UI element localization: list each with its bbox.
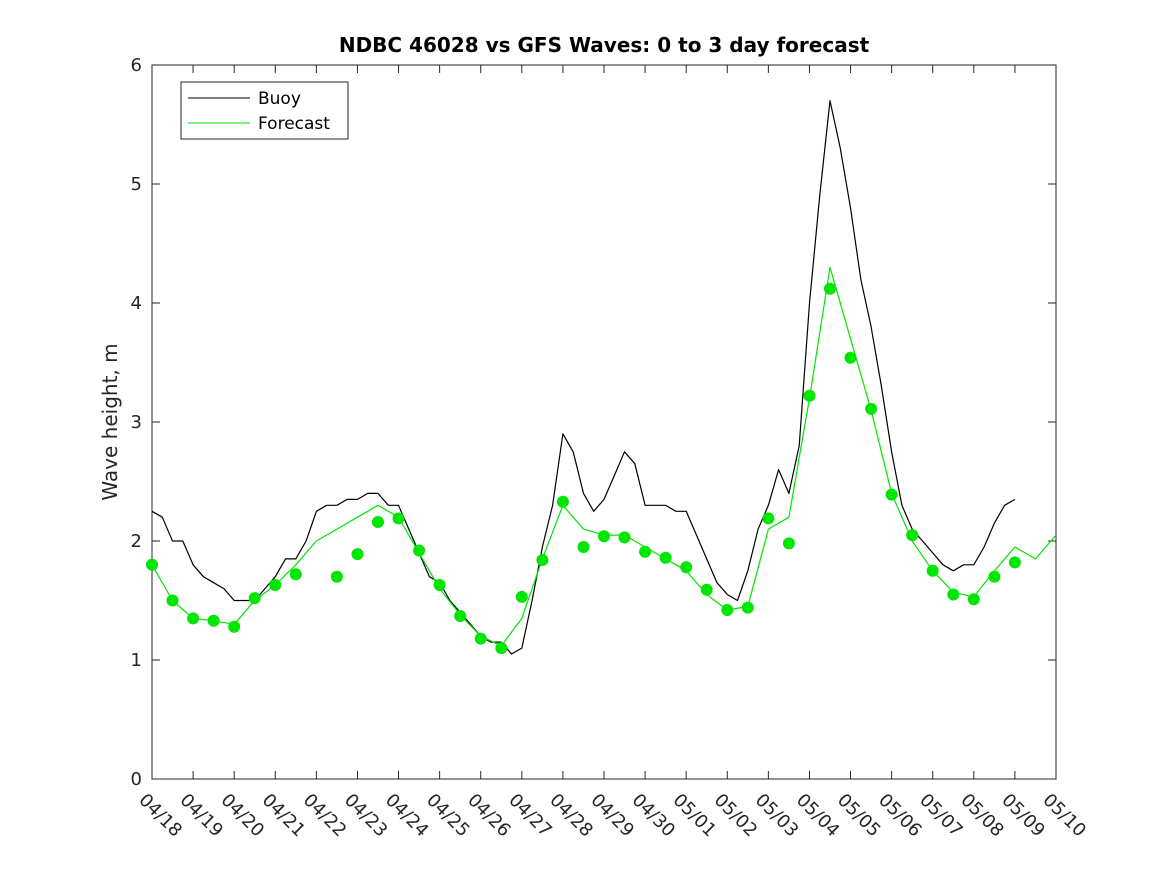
plot-area: 012345604/1804/1904/2004/2104/2204/2304/… xyxy=(131,55,1090,841)
forecast-analysis-point xyxy=(906,529,919,542)
forecast-analysis-point xyxy=(988,570,1001,583)
legend: Buoy Forecast xyxy=(180,81,349,140)
forecast-analysis-point xyxy=(433,579,446,591)
forecast-analysis-point xyxy=(248,592,261,605)
forecast-analysis-point xyxy=(454,610,467,622)
forecast-analysis-point xyxy=(782,537,795,550)
forecast-analysis-point xyxy=(721,604,734,616)
y-tick-label: 2 xyxy=(131,531,142,552)
legend-buoy-label: Buoy xyxy=(258,89,301,109)
forecast-analysis-point xyxy=(351,548,364,561)
forecast-analysis-point xyxy=(926,564,939,577)
forecast-analysis-point xyxy=(659,551,672,564)
forecast-analysis-point xyxy=(187,612,200,625)
forecast-analysis-point xyxy=(269,579,282,591)
forecast-analysis-point xyxy=(577,541,590,553)
forecast-analysis-point xyxy=(413,544,426,557)
forecast-analysis-point xyxy=(700,583,713,596)
y-tick-label: 4 xyxy=(131,293,142,314)
forecast-analysis-point xyxy=(741,601,754,614)
forecast-analysis-point xyxy=(392,512,405,525)
forecast-analysis-point xyxy=(803,389,816,402)
forecast-analysis-point xyxy=(844,351,857,364)
chart-title: NDBC 46028 vs GFS Waves: 0 to 3 day fore… xyxy=(339,33,870,57)
forecast-analysis-point xyxy=(536,554,549,566)
forecast-analysis-point xyxy=(330,570,343,583)
legend-box xyxy=(180,81,349,140)
forecast-analysis-point xyxy=(1008,556,1021,569)
forecast-analysis-point xyxy=(762,512,775,525)
forecast-analysis-point xyxy=(515,590,528,603)
y-axis-label: Wave height, m xyxy=(98,343,122,500)
forecast-analysis-point xyxy=(947,588,960,601)
forecast-analysis-point xyxy=(824,282,836,295)
legend-forecast-label: Forecast xyxy=(258,114,330,134)
y-tick-label: 3 xyxy=(131,412,142,433)
forecast-analysis-point xyxy=(865,402,878,415)
y-tick-label: 6 xyxy=(131,55,142,76)
forecast-analysis-point xyxy=(372,516,384,528)
y-tick-label: 1 xyxy=(131,650,142,671)
forecast-analysis-point xyxy=(146,558,158,571)
forecast-analysis-point xyxy=(618,531,631,544)
y-tick-label: 0 xyxy=(131,769,142,790)
forecast-analysis-point xyxy=(289,568,302,581)
axes-box xyxy=(151,64,1057,780)
forecast-analysis-point xyxy=(556,495,569,508)
forecast-analysis-point xyxy=(495,642,508,655)
forecast-analysis-point xyxy=(885,488,898,501)
forecast-analysis-point xyxy=(967,593,980,606)
forecast-analysis-point xyxy=(639,545,652,558)
forecast-analysis-point xyxy=(166,594,179,607)
y-tick-label: 5 xyxy=(131,174,142,195)
forecast-analysis-point xyxy=(598,530,610,543)
forecast-analysis-point xyxy=(228,620,241,633)
forecast-analysis-point xyxy=(680,561,693,574)
forecast-analysis-point xyxy=(207,614,220,627)
forecast-analysis-point xyxy=(474,632,487,645)
buoy-series-line xyxy=(151,100,1016,655)
